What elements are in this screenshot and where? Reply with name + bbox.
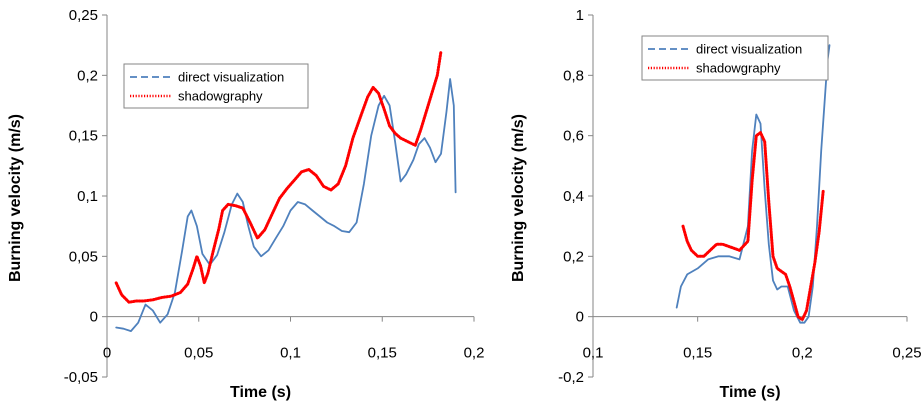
y-tick-label: 0,6 bbox=[563, 128, 584, 145]
chart-1: -0,05 0 0,05 0,1 0,15 0,2 0,25 0 0,05 0,1 0,15 0,2 T… bbox=[7, 7, 484, 401]
x-tick-label: 0,2 bbox=[464, 345, 485, 362]
legend-label-direct-visualization: direct visualization bbox=[178, 70, 284, 85]
x-tick-label: 0,2 bbox=[792, 345, 813, 362]
y-tick-label: -0,05 bbox=[64, 369, 98, 386]
y-tick-label: 0,05 bbox=[69, 248, 98, 265]
legend-box bbox=[123, 63, 309, 109]
y-axis-title: Burning velocity (m/s) bbox=[7, 114, 24, 282]
y-tick-label: 0,15 bbox=[69, 128, 98, 145]
legend-box bbox=[641, 35, 829, 81]
y-tick-label: 0,2 bbox=[563, 248, 584, 265]
legend: direct visualization shadowgraphy bbox=[123, 63, 309, 109]
y-tick-label: 0,1 bbox=[77, 188, 98, 205]
x-axis-title: Time (s) bbox=[719, 384, 780, 401]
series-shadowgraphy-line bbox=[681, 131, 825, 322]
legend: direct visualization shadowgraphy bbox=[641, 35, 829, 81]
chart-2: -0,2 0 0,2 0,4 0,6 0,8 1 0,1 0,15 0,2 0,25 Time (s)… bbox=[510, 7, 921, 401]
y-tick-label: 0 bbox=[90, 309, 98, 326]
legend-label-shadowgraphy: shadowgraphy bbox=[178, 89, 263, 104]
x-tick-label: 0,05 bbox=[184, 345, 213, 362]
legend-label-shadowgraphy: shadowgraphy bbox=[696, 61, 781, 76]
y-tick-label: 0,2 bbox=[77, 67, 98, 84]
x-axis-title: Time (s) bbox=[230, 384, 291, 401]
x-tick-label: 0,1 bbox=[583, 345, 604, 362]
x-tick-label: 0,25 bbox=[892, 345, 921, 362]
y-axis-title: Burning velocity (m/s) bbox=[510, 114, 527, 282]
x-tick-label: 0,1 bbox=[280, 345, 301, 362]
x-tick-label: 0,15 bbox=[368, 345, 397, 362]
x-tick-label: 0,15 bbox=[683, 345, 712, 362]
y-tick-label: 0 bbox=[576, 309, 584, 326]
legend-label-direct-visualization: direct visualization bbox=[696, 42, 802, 57]
series-direct-visualization-line bbox=[115, 78, 457, 333]
y-tick-label: 0,25 bbox=[69, 7, 98, 24]
y-tick-label: -0,2 bbox=[558, 369, 584, 386]
y-tick-label: 1 bbox=[576, 7, 584, 24]
y-tick-label: 0,8 bbox=[563, 67, 584, 84]
y-tick-label: 0,4 bbox=[563, 188, 584, 205]
x-tick-label: 0 bbox=[103, 345, 111, 362]
series-shadowgraphy-line bbox=[114, 49, 443, 304]
